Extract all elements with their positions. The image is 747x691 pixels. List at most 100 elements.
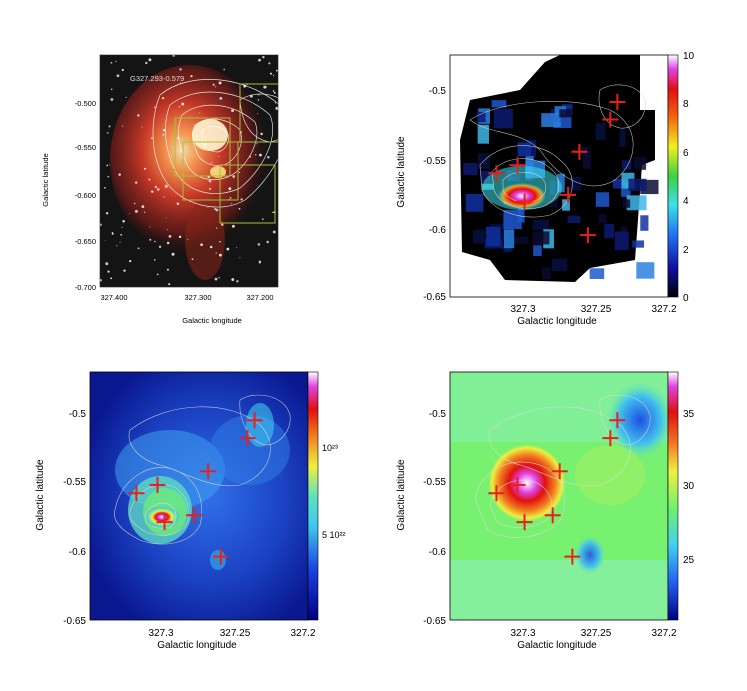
map-pixel: [604, 223, 615, 239]
star: [110, 98, 114, 101]
star: [218, 81, 222, 85]
map-pixel: [614, 231, 629, 251]
map-pixel: [567, 215, 581, 223]
star: [166, 268, 169, 271]
panel-b-ytick: -0.6: [429, 225, 447, 236]
map-pixel: [472, 229, 486, 244]
star: [149, 238, 152, 241]
star: [272, 90, 275, 92]
star: [178, 106, 181, 108]
panel-b-colorbar: [667, 54, 679, 298]
star: [156, 273, 159, 276]
panel-c-markers: [128, 412, 263, 565]
star: [141, 205, 145, 208]
panel-b-cbar-tick: 10: [683, 51, 695, 62]
map-pixel: [503, 229, 515, 249]
star: [108, 125, 111, 128]
map-pixel: [570, 176, 582, 191]
source-marker: [516, 514, 533, 531]
star: [104, 239, 106, 241]
map-pixel: [559, 109, 572, 118]
panel-d-ytick: -0.6: [429, 547, 447, 558]
map-pixel: [532, 231, 550, 245]
star: [143, 167, 147, 170]
panel-c-cbar-ticks: 10²³ 5 10²²: [322, 443, 346, 540]
map-pixel: [532, 220, 550, 230]
star: [172, 55, 176, 57]
star: [121, 68, 124, 72]
map-pixel: [491, 100, 507, 108]
panel-b-hotspot: [498, 183, 546, 209]
star: [198, 112, 200, 114]
panel-b-image: [460, 55, 659, 282]
panel-d-cbar-tick: 35: [683, 409, 695, 420]
star: [272, 74, 275, 77]
star: [254, 154, 257, 156]
map-pixel: [463, 162, 478, 176]
star: [121, 226, 123, 228]
star: [179, 150, 182, 152]
star: [162, 128, 166, 132]
map-pixel: [550, 198, 558, 208]
map-pixel: [628, 178, 647, 191]
star: [272, 211, 274, 214]
star: [161, 96, 165, 100]
source-marker: [488, 485, 505, 502]
star: [214, 277, 218, 281]
star: [185, 146, 188, 148]
star: [154, 185, 158, 189]
star: [190, 74, 193, 78]
panel-a-emission: [100, 55, 278, 286]
star: [166, 241, 170, 245]
star: [109, 164, 111, 166]
star: [143, 211, 146, 213]
star: [213, 169, 216, 172]
panel-b-cbar-ticks: 0 2 4 6 8 10: [683, 51, 695, 304]
source-marker: [128, 485, 145, 502]
star: [268, 62, 271, 65]
star: [229, 197, 232, 199]
star: [267, 155, 270, 159]
star: [209, 245, 213, 249]
map-pixel: [513, 236, 529, 244]
panel-a-boxes: [174, 83, 278, 224]
map-pixel: [598, 214, 607, 224]
star: [215, 252, 217, 254]
star: [100, 223, 102, 227]
panel-a-xticks: 327.400 327.300 327.200: [100, 293, 273, 302]
panel-b-cbar-tick: 4: [683, 196, 689, 207]
map-pixel: [626, 195, 647, 211]
star: [141, 126, 143, 128]
panel-a-xtick: 327.200: [246, 293, 273, 302]
panel-d-cbar-tick: 30: [683, 481, 695, 492]
panel-d-ytick: -0.65: [423, 616, 446, 627]
source-marker: [544, 507, 561, 524]
star: [106, 164, 108, 167]
panel-c-yticks: -0.5 -0.55 -0.6 -0.65: [63, 409, 86, 627]
star: [195, 129, 197, 131]
panel-a-xtick: 327.400: [100, 293, 127, 302]
map-pixel: [541, 267, 551, 280]
panel-d-ylabel: Galactic latitude: [396, 459, 407, 531]
star: [168, 283, 171, 286]
star: [134, 209, 138, 213]
source-marker: [156, 514, 173, 531]
star: [218, 155, 220, 157]
source-marker: [602, 430, 619, 447]
panel-a-source-label: G327.293-0.579: [130, 74, 184, 83]
star: [121, 125, 124, 127]
star: [122, 219, 125, 223]
star: [214, 207, 217, 211]
star: [134, 202, 136, 205]
panel-a-ytick: -0.650: [75, 237, 96, 246]
star: [125, 96, 127, 98]
panel-d-xticks: 327.3 327.25 327.2: [510, 628, 676, 639]
star: [104, 186, 106, 189]
star: [275, 69, 278, 72]
panel-c: 10²³ 5 10²² -0.5 -0.55 -0.6 -0.65 327.3 …: [35, 371, 346, 651]
star: [215, 86, 217, 88]
panel-d-xtick: 327.2: [651, 628, 676, 639]
panel-d-markers: [488, 412, 626, 565]
star: [258, 94, 260, 96]
source-marker: [239, 430, 256, 447]
